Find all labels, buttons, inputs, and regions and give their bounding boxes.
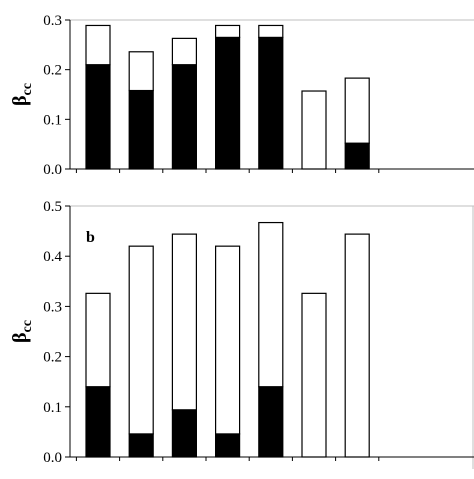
panel-1-bar-7-segment-1 — [344, 142, 370, 170]
panel-2-y-axis-label: βcc — [9, 320, 35, 343]
panel-1-y-tick-label-2: 0.2 — [43, 63, 62, 79]
panel-1-bar-2-segment-2 — [128, 51, 154, 92]
panel-1-y-axis-label: βcc — [9, 83, 35, 106]
panel-1-y-axis-label-symbol: β — [9, 95, 31, 106]
panel-1-y-tick-label-3: 0.3 — [43, 13, 62, 29]
panel-1-bar-5-segment-1 — [258, 36, 284, 170]
panel-2-bar-7-segment-2 — [344, 233, 370, 458]
panel-2-bar-2-segment-2 — [128, 245, 154, 435]
panel-2-y-tick-label-5: 0.5 — [43, 199, 62, 215]
panel-1-bar-3-segment-1 — [171, 64, 197, 170]
panel-2-bar-6-segment-2 — [301, 292, 327, 458]
panel-2-y-axis-label-subscript: cc — [20, 320, 35, 332]
panel-2-y-axis-label-symbol: β — [9, 332, 31, 343]
panel-2-y-tick-label-3: 0.3 — [43, 299, 62, 315]
panel-2-bar-1-segment-1 — [85, 386, 111, 458]
panel-1-bar-2-segment-1 — [128, 89, 154, 170]
panel-1-bar-6-segment-2 — [301, 90, 327, 170]
panel-1-y-axis-label-subscript: cc — [20, 83, 35, 95]
panel-1-bar-7-segment-2 — [344, 77, 370, 144]
panel-1-bar-4-segment-1 — [215, 36, 241, 170]
panel-2-bar-2-segment-1 — [128, 433, 154, 458]
panel-2-y-tick-label-1: 0.1 — [43, 400, 62, 416]
panel-2-y-tick-label-2: 0.2 — [43, 350, 62, 366]
panel-1-bar-5-segment-2 — [258, 24, 284, 38]
panel-2-y-tick-label-4: 0.4 — [43, 249, 62, 265]
panel-2-bar-5-segment-2 — [258, 221, 284, 388]
panel-1-y-tick-label-1: 0.1 — [43, 112, 62, 128]
panel-1-bar-1-segment-1 — [85, 64, 111, 170]
panel-2-bar-5-segment-1 — [258, 386, 284, 458]
panel-2-bar-4-segment-2 — [215, 245, 241, 435]
panel-2-panel-label: b — [86, 229, 95, 246]
panel-1-bar-3-segment-2 — [171, 37, 197, 66]
panel-2-bar-3-segment-1 — [171, 409, 197, 458]
panel-2-bar-4-segment-1 — [215, 433, 241, 458]
panel-2-bar-1-segment-2 — [85, 292, 111, 388]
panel-1-bar-1-segment-2 — [85, 24, 111, 66]
panel-1-bar-4-segment-2 — [215, 24, 241, 38]
panel-1-y-tick-label-0: 0.0 — [43, 162, 62, 178]
panel-2-y-tick-label-0: 0.0 — [43, 450, 62, 466]
panel-2-bar-3-segment-2 — [171, 233, 197, 411]
